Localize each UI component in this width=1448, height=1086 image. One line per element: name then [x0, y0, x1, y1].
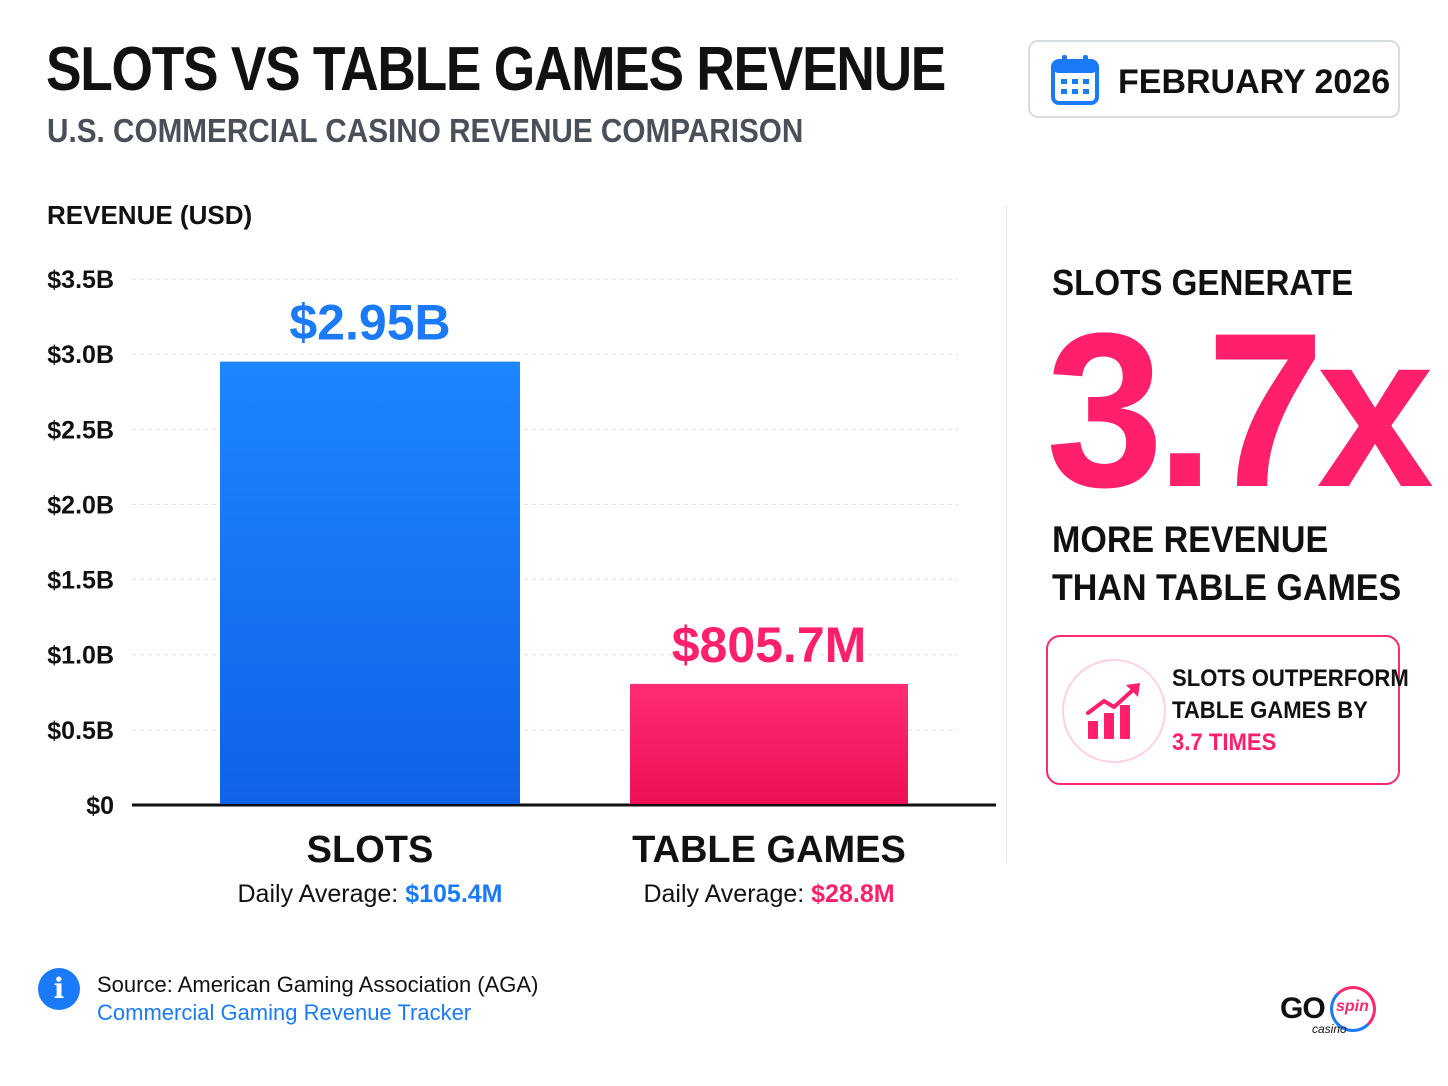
- bar-slots: [220, 361, 520, 804]
- daily-average-value: $105.4M: [405, 880, 503, 908]
- daily-average-table-games: Daily Average: $28.8M: [643, 880, 894, 909]
- bar-value-label: $805.7M: [672, 617, 867, 673]
- callout-line-3: 3.7 TIMES: [1172, 729, 1277, 756]
- bar-chart: $0 $0.5B $1.0B $1.5B $2.0B $2.5B $3.0B $3.5B $2.…: [47, 266, 996, 871]
- source-text: Source: American Gaming Association (AGA…: [97, 972, 539, 997]
- y-tick-label: $2.0B: [47, 491, 114, 519]
- highlight-line-2: THAN TABLE GAMES: [1052, 567, 1402, 608]
- y-tick-label: $2.5B: [47, 416, 114, 444]
- growth-chart-icon: [1086, 683, 1140, 739]
- daily-average-value: $28.8M: [811, 880, 895, 908]
- highlight-text: MORE REVENUE THAN TABLE GAMES: [1052, 516, 1401, 612]
- section-divider: [1006, 206, 1007, 862]
- bar-value-label: $2.95B: [289, 295, 450, 351]
- y-tick-label: $3.0B: [47, 341, 114, 369]
- logo-spin: spin: [1336, 998, 1369, 1015]
- source-link[interactable]: Commercial Gaming Revenue Tracker: [97, 1000, 472, 1025]
- callout-icon-circle: [1062, 659, 1166, 763]
- callout-line-1: SLOTS OUTPERFORM: [1172, 665, 1409, 692]
- calendar-icon: [1051, 55, 1099, 105]
- brand-logo: GO spin casino: [1276, 984, 1386, 1042]
- y-tick-label: $0: [86, 792, 114, 820]
- info-icon: i: [38, 968, 80, 1010]
- callout-box: SLOTS OUTPERFORM TABLE GAMES BY 3.7 TIME…: [1046, 635, 1409, 785]
- bar-table-games: [630, 683, 908, 804]
- logo-ring: [1330, 986, 1376, 1032]
- daily-average-slots: Daily Average: $105.4M: [238, 880, 503, 909]
- date-badge: FEBRUARY 2026: [1028, 40, 1400, 118]
- highlight-ratio: 3.7x: [1046, 287, 1434, 533]
- y-tick-label: $0.5B: [47, 717, 114, 745]
- y-tick-label: $1.5B: [47, 567, 114, 595]
- callout-line-2: TABLE GAMES BY: [1172, 697, 1368, 724]
- x-category-label: SLOTS: [307, 829, 434, 871]
- daily-average-label: Daily Average:: [237, 880, 399, 908]
- daily-average-label: Daily Average:: [643, 880, 805, 908]
- y-tick-label: $3.5B: [47, 266, 114, 294]
- chart-subtitle: U.S. COMMERCIAL CASINO REVENUE COMPARISO…: [47, 112, 804, 149]
- logo-go: GO: [1280, 992, 1326, 1025]
- y-axis-label: REVENUE (USD): [47, 200, 253, 230]
- highlight-line-1: MORE REVENUE: [1052, 519, 1329, 560]
- highlight-heading: SLOTS GENERATE: [1052, 262, 1354, 303]
- x-category-label: TABLE GAMES: [632, 829, 906, 871]
- logo-casino: casino: [1312, 1022, 1347, 1036]
- date-text: FEBRUARY 2026: [1118, 63, 1391, 101]
- callout-text: SLOTS OUTPERFORM TABLE GAMES BY 3.7 TIME…: [1172, 663, 1409, 759]
- chart-title: SLOTS VS TABLE GAMES REVENUE: [46, 35, 946, 104]
- y-tick-label: $1.0B: [47, 642, 114, 670]
